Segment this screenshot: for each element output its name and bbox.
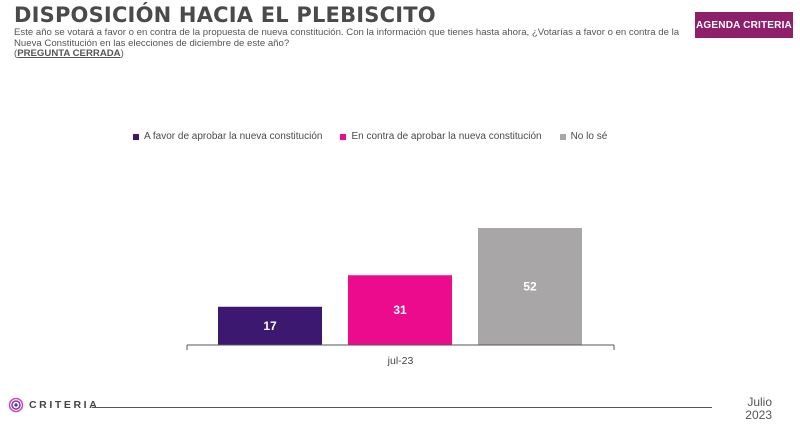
footer-divider [92,407,712,408]
criteria-logo-text: CRITERIA [29,399,100,411]
closed-question-paren-open: ( [14,48,18,59]
report-year: 2023 [745,408,772,422]
bar-value-label-1: 31 [393,303,407,317]
closed-question-paren-close: ) [120,48,124,59]
legend-label-favor: A favor de aprobar la nueva constitución [144,131,323,142]
legend-label-contra: En contra de aprobar la nueva constituci… [351,131,542,142]
question-body: Este año se votará a favor o en contra d… [14,27,680,49]
report-date: Julio 2023 [745,396,772,422]
criteria-logo-icon [8,397,24,413]
legend-item-nolose: No lo sé [559,131,608,142]
legend-label-nolose: No lo sé [570,131,608,142]
report-month: Julio [747,395,772,409]
chart-legend: A favor de aprobar la nueva constitución… [133,131,607,142]
agenda-criteria-badge: AGENDA CRITERIA [695,12,793,38]
bar-1 [348,275,452,345]
page-title: DISPOSICIÓN HACIA EL PLEBISCITO [14,3,436,27]
legend-item-contra: En contra de aprobar la nueva constituci… [340,131,542,142]
legend-swatch-favor [133,133,139,140]
question-text: Este año se votará a favor o en contra d… [14,27,684,60]
legend-swatch-nolose [559,133,566,140]
legend-swatch-contra [340,133,347,140]
bar-value-label-0: 17 [263,319,277,333]
closed-question-label: PREGUNTA CERRADA [17,48,121,59]
bar-0 [218,306,322,345]
criteria-logo: CRITERIA [8,397,99,413]
bar-value-label-2: 52 [523,280,537,294]
x-tick-label: jul-23 [387,355,414,367]
bar-2 [478,228,582,345]
legend-item-favor: A favor de aprobar la nueva constitución [133,131,322,142]
